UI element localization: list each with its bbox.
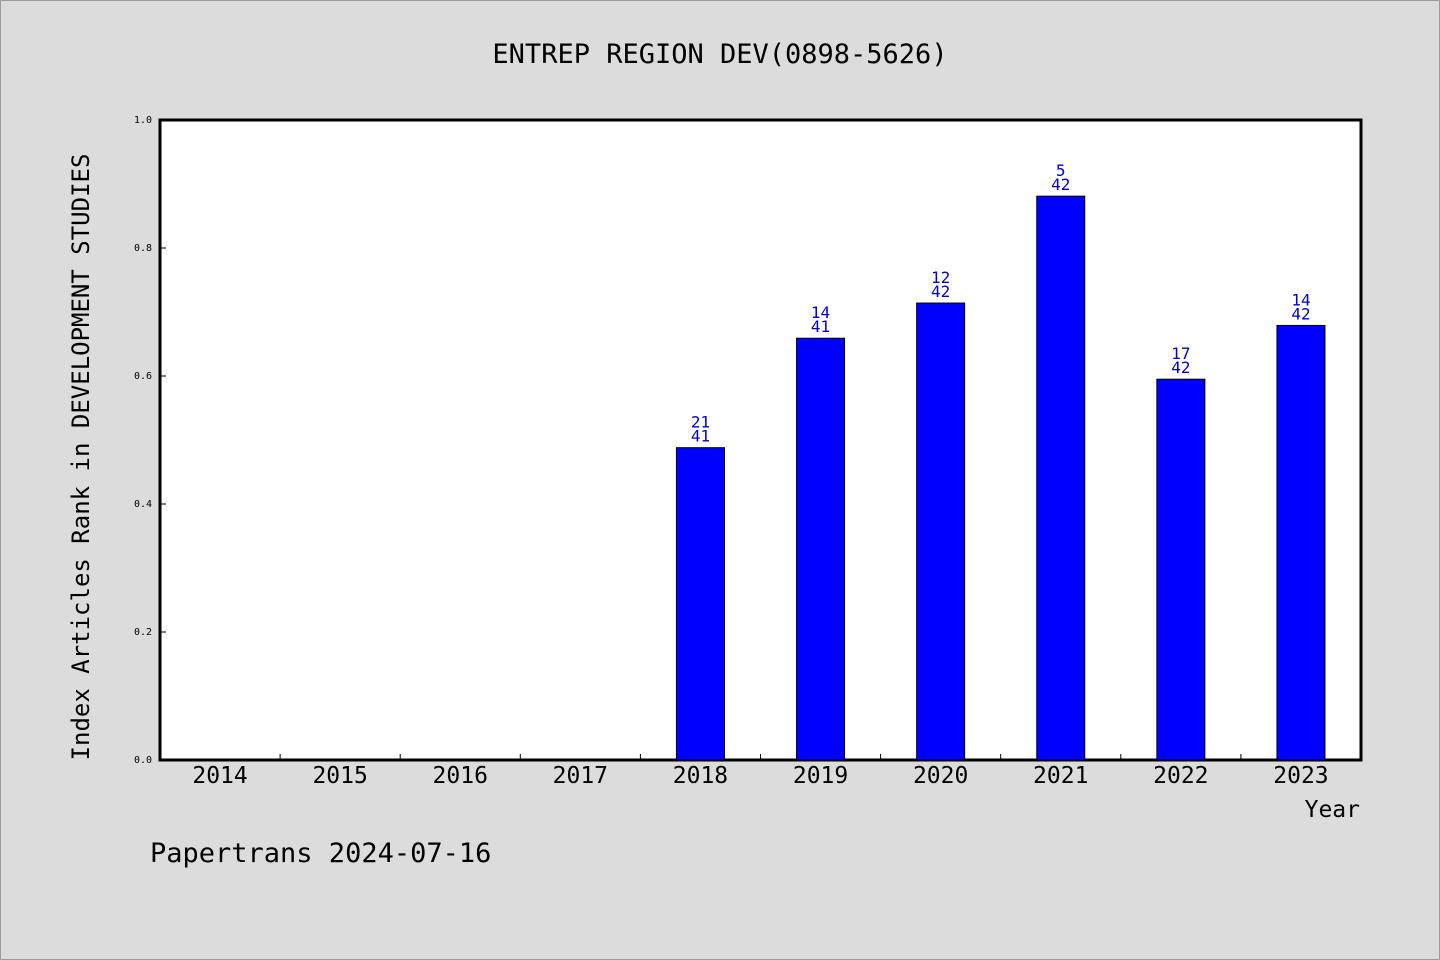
x-axis-label: Year (1305, 797, 1360, 823)
x-tick-label: 2018 (673, 763, 728, 789)
bar-total-label: 41 (691, 427, 710, 446)
y-tick-label: 0.0 (134, 755, 152, 766)
y-tick-label: 0.8 (134, 243, 152, 254)
bar (1156, 378, 1206, 761)
x-tick-label: 2016 (433, 763, 488, 789)
bar-rank-label: 14 (1291, 290, 1310, 309)
x-tick-label: 2023 (1273, 763, 1328, 789)
chart-title: ENTREP REGION DEV(0898-5626) (492, 39, 947, 70)
bar-total-label: 42 (931, 282, 950, 301)
y-axis-label: Index Articles Rank in DEVELOPMENT STUDI… (67, 154, 95, 761)
bar-total-label: 42 (1051, 175, 1070, 194)
x-tick-label: 2020 (913, 763, 968, 789)
bar (1276, 324, 1326, 761)
x-axis: 2014 2015 2016 2017 2018 2019 2020 2021 2022 2023 (192, 754, 1329, 789)
x-tick-label: 2017 (553, 763, 608, 789)
bar-total-label: 41 (811, 317, 830, 336)
bar (1036, 195, 1086, 761)
x-tick-label: 2021 (1033, 763, 1088, 789)
x-tick-label: 2019 (793, 763, 848, 789)
bar (675, 447, 725, 761)
y-tick-label: 1.0 (134, 115, 152, 126)
x-tick-label: 2015 (312, 763, 367, 789)
footer-credit: Papertrans 2024-07-16 (150, 838, 491, 869)
bar-total-label: 42 (1171, 358, 1190, 377)
bar (796, 337, 846, 761)
y-tick-label: 0.4 (134, 499, 152, 510)
bar-rank-label: 14 (811, 303, 830, 322)
x-tick-label: 2014 (192, 763, 247, 789)
y-axis: 0.0 0.2 0.4 0.6 0.8 1.0 (134, 115, 166, 766)
bar (916, 302, 966, 761)
bar-total-label: 42 (1291, 304, 1310, 323)
y-tick-label: 0.2 (134, 627, 152, 638)
x-tick-label: 2022 (1153, 763, 1208, 789)
bar-rank-label: 5 (1056, 161, 1066, 180)
bar-rank-label: 21 (691, 413, 710, 432)
bar-rank-label: 17 (1171, 344, 1190, 363)
bar-rank-label: 12 (931, 268, 950, 287)
y-tick-label: 0.6 (134, 371, 152, 382)
